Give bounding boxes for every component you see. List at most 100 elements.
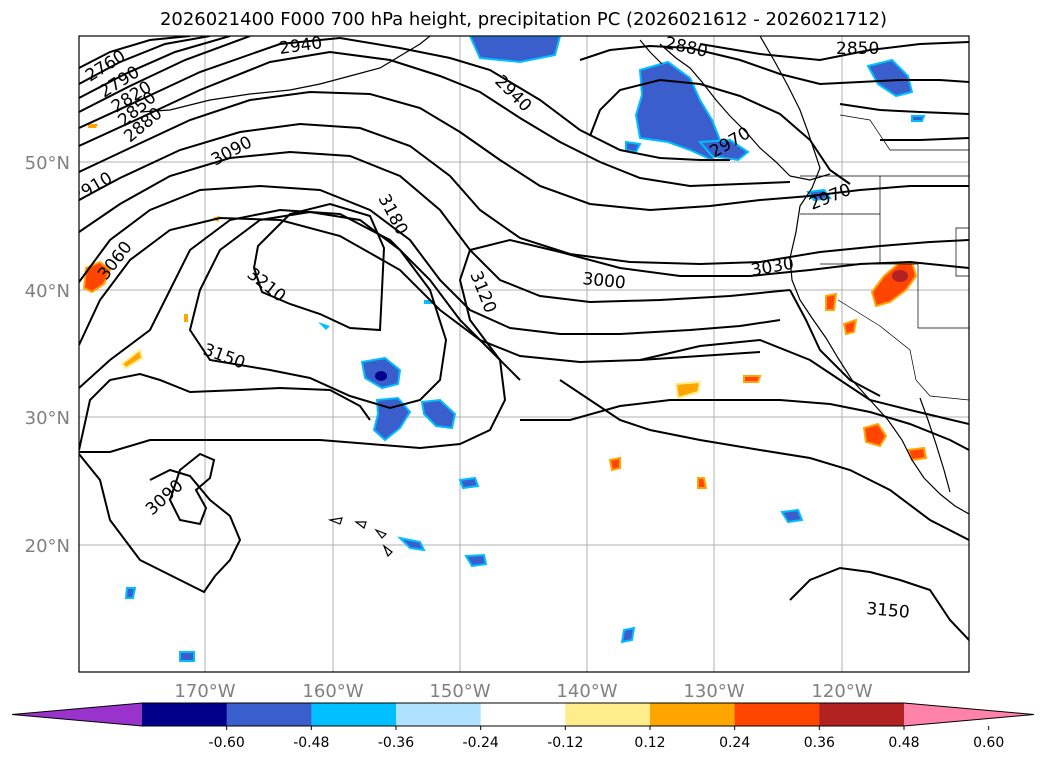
contour [579,44,969,86]
contour [79,122,969,266]
colorbar-tick-label: 0.36 [804,735,835,751]
precip-blob [911,115,926,122]
precip-core [892,270,908,282]
precip-negative-areas [124,36,926,662]
contour-3210 [252,202,386,332]
precip-blob [697,138,750,162]
colorbar-outline [11,702,1035,727]
lon-label-150w: 150°W [429,681,490,702]
precip-positive-areas [82,124,928,489]
contour [520,399,969,451]
lon-label-130w: 130°W [683,681,744,702]
contour [789,289,881,397]
precip-blob [458,476,480,490]
height-contours [79,36,969,641]
latitude-labels: 50°N 40°N 30°N 20°N [25,153,70,557]
colorbar-segment [226,703,312,726]
lon-label-120w: 120°W [811,681,872,702]
hawaii-island [374,528,388,539]
precip-blob [620,626,636,644]
precip-blob [866,58,914,98]
precip-blob [625,140,642,154]
colorbar-tick-label: 0.60 [973,735,1004,751]
precip-blob [124,587,137,599]
colorbar-segment [480,703,566,726]
colorbar-tick-label: -0.36 [378,735,414,751]
contour-label: 3000 [581,269,626,293]
contour [79,36,191,69]
precip-blob [120,348,144,370]
precip-blob [842,318,858,336]
colorbar-tick-label: -0.60 [209,735,245,751]
colorbar-extend-low [12,703,142,726]
hawaii-island [327,517,343,525]
contour [79,36,251,113]
precip-blob [825,292,838,311]
colorbar-tick-label: -0.24 [463,735,499,751]
north-america-coast [759,36,969,515]
contour [79,36,231,99]
contour [880,137,969,141]
hawaii-island [382,544,393,558]
colorbar: -0.60 -0.48 -0.36 -0.24 -0.12 0.12 0.24 0.36 0.4… [11,702,1035,751]
precip-blob [372,396,412,442]
precip-blob [179,651,195,662]
colorbar-segment [565,703,651,726]
contour-3090-low [79,453,242,594]
precip-blob [608,456,621,472]
map-title: 2026021400 F000 700 hPa height, precipit… [159,9,888,30]
contour [79,372,371,451]
precip-blob [88,124,98,128]
contour-3150-south [789,566,969,641]
island-coast [639,39,663,65]
contour [699,41,969,62]
contour [79,50,791,188]
lat-label-20n: 20°N [25,536,70,557]
lon-label-160w: 160°W [302,681,363,702]
contour [589,78,851,185]
lat-label-30n: 30°N [25,408,70,429]
contour-3180 [188,210,448,410]
contour [79,150,791,304]
state-border [955,227,969,277]
colorbar-tick-label: 0.12 [634,735,665,751]
precip-blob [464,553,488,568]
contour [839,103,969,115]
lon-label-140w: 140°W [556,681,617,702]
precip-blob [468,36,562,64]
colorbar-segment [396,703,482,726]
hawaii-island [354,521,367,529]
border [839,114,969,151]
contour [79,36,211,85]
contour [639,338,969,425]
lat-label-50n: 50°N [25,153,70,174]
state-borders [800,213,969,329]
contour [79,90,969,212]
precip-blob [780,508,804,524]
precip-blob [396,536,426,552]
colorbar-tick-label: -0.12 [547,735,583,751]
aleutian-chain [139,36,431,113]
contour-3090 [168,452,216,526]
contour [79,184,781,335]
contour-label: 2850 [836,39,879,59]
colorbar-segment [650,703,736,726]
precip-blob [318,322,330,330]
precip-blob [82,260,112,294]
colorbar-segment [142,703,228,726]
lat-label-40n: 40°N [25,281,70,302]
precip-blob [743,375,762,383]
colorbar-extend-high [904,703,1034,726]
precip-core [375,371,387,381]
colorbar-tick-label: 0.24 [719,735,750,751]
precip-blob [184,314,188,322]
ca-nv-border [837,299,917,381]
plot-frame [78,35,970,673]
colorbar-segment [734,703,820,726]
precip-blob [674,380,702,400]
contour-3120 [79,238,969,453]
contour-label: 3150 [866,599,911,623]
contour [559,379,969,541]
longitude-labels: 170°W 160°W 150°W 140°W 130°W 120°W [174,681,872,702]
